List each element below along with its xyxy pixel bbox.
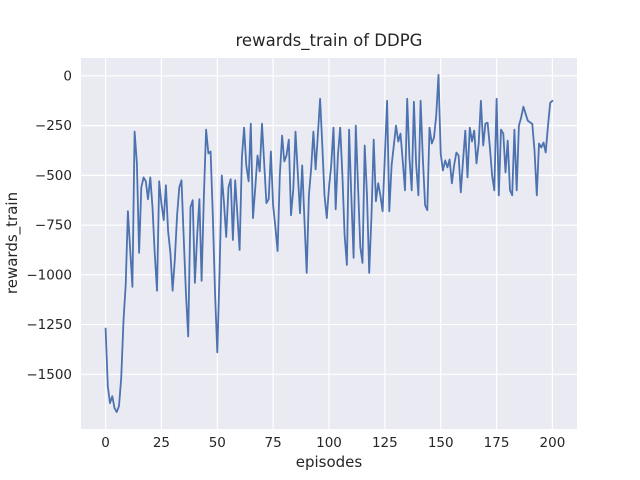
x-tick-label: 100 (316, 435, 342, 451)
y-tick-label: −1500 (26, 367, 72, 383)
y-tick-label: −250 (35, 118, 72, 134)
y-tick-label: −1250 (26, 317, 72, 333)
y-tick-label: −500 (35, 168, 72, 184)
x-tick-label: 125 (372, 435, 398, 451)
y-axis-label: rewards_train (3, 192, 22, 294)
x-axis-label: episodes (296, 453, 363, 471)
x-tick-label: 50 (209, 435, 226, 451)
y-tick-label: 0 (63, 68, 72, 84)
x-tick-label: 175 (484, 435, 510, 451)
x-tick-label: 200 (540, 435, 566, 451)
x-tick-label: 25 (153, 435, 170, 451)
y-tick-label: −1000 (26, 267, 72, 283)
rewards-line-series (104, 74, 554, 414)
x-tick-label: 150 (428, 435, 454, 451)
x-tick-labels: 0 25 50 75 100 125 150 175 200 (101, 435, 565, 451)
x-tick-label: 0 (101, 435, 110, 451)
y-tick-labels: 0 −250 −500 −750 −1000 −1250 −1500 (26, 68, 72, 382)
x-tick-label: 75 (265, 435, 282, 451)
chart-title: rewards_train of DDPG (236, 31, 423, 51)
y-tick-label: −750 (35, 218, 72, 234)
